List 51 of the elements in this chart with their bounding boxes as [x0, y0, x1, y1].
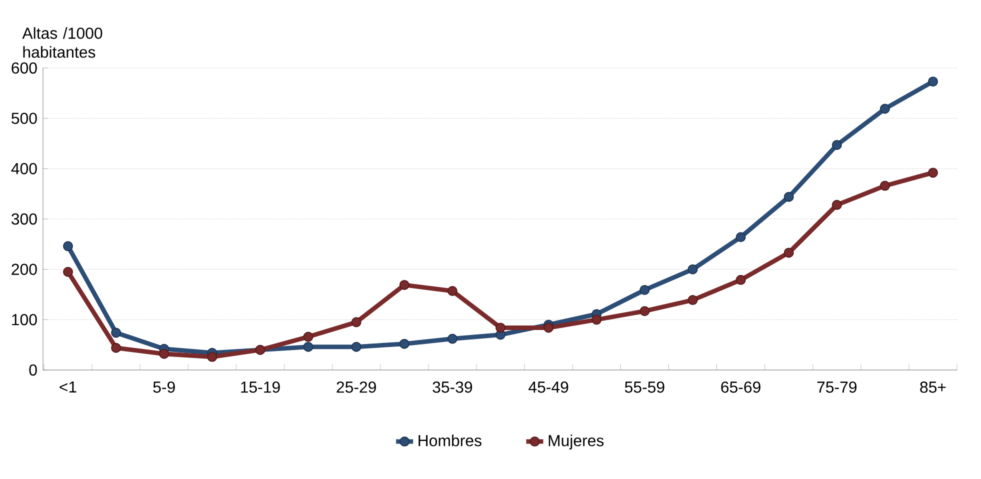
point	[544, 322, 554, 333]
y-tick-label: 200	[12, 264, 37, 275]
point	[399, 338, 410, 349]
point	[880, 180, 890, 191]
point	[63, 266, 73, 277]
point	[207, 352, 218, 362]
point	[447, 334, 458, 344]
point	[111, 342, 122, 353]
point	[832, 200, 842, 210]
point	[447, 286, 458, 296]
y-tick-label: 300	[12, 213, 37, 225]
point	[351, 317, 362, 328]
legend-label: Mujeres	[548, 434, 604, 450]
point	[111, 328, 122, 338]
point	[832, 140, 842, 150]
x-tick-label: 55-59	[624, 382, 664, 393]
point	[640, 284, 650, 295]
point	[928, 168, 938, 178]
x-tick-label: 45-49	[528, 382, 568, 393]
y-tick-label: 400	[11, 163, 37, 174]
point	[640, 306, 650, 316]
y-tick-label: 600	[12, 62, 37, 74]
x-tick-label: 5-9	[153, 382, 175, 393]
x-tick-label: 65-69	[721, 382, 760, 393]
x-tick-label: 35-39	[432, 382, 472, 393]
y-tick-label: 500	[12, 112, 37, 124]
point	[63, 241, 73, 252]
point	[303, 342, 314, 352]
point	[736, 274, 746, 285]
point	[351, 342, 362, 352]
point	[784, 248, 794, 258]
y-tick-label: 0	[29, 364, 37, 376]
point	[303, 332, 314, 342]
point	[592, 314, 602, 325]
x-tick-label: 75-79	[817, 382, 857, 393]
point	[880, 104, 890, 114]
point	[495, 322, 506, 333]
point	[688, 264, 698, 274]
x-tick-label: 15-19	[241, 382, 280, 393]
point	[736, 232, 746, 242]
y-tick-label: 100	[12, 314, 37, 326]
point	[928, 76, 938, 87]
x-tick-label: <1	[60, 382, 76, 392]
y-axis-title: Altas /1000 habitantes	[22, 27, 102, 58]
point	[688, 295, 698, 306]
point	[784, 192, 794, 202]
x-tick-label: 85+	[920, 382, 946, 393]
x-tick-label: 25-29	[336, 382, 376, 393]
point	[159, 348, 170, 359]
point	[399, 280, 410, 290]
legend-label: Hombres	[418, 434, 482, 446]
